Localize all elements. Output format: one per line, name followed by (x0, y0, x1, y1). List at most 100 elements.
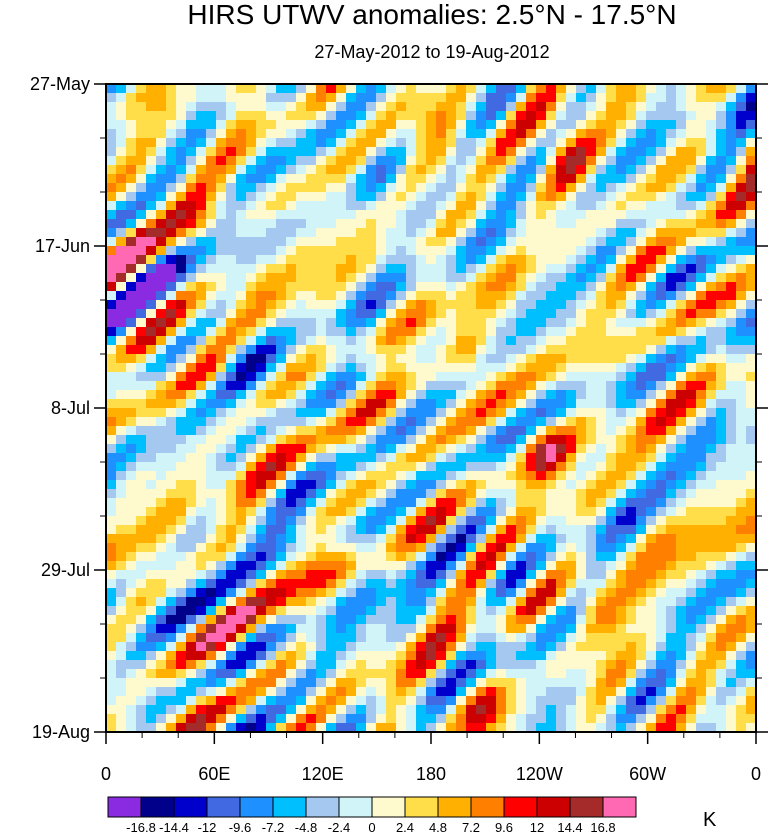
heatmap-cell (106, 561, 117, 571)
heatmap-cell (686, 651, 697, 661)
heatmap-cell (336, 309, 347, 319)
colorbar: -16.8 -14.4 -12 -9.6 -7.2 -4.8 -2.4 0 2.4 4.8 7.2 9… (107, 796, 637, 834)
heatmap-cell (496, 624, 507, 634)
heatmap-cell (496, 453, 507, 463)
heatmap-cell (736, 219, 747, 229)
heatmap-cell (546, 345, 557, 355)
heatmap-cell (216, 687, 227, 697)
heatmap-cell (156, 714, 167, 724)
heatmap-cell (376, 624, 387, 634)
heatmap-cell (226, 678, 237, 688)
heatmap-cell (696, 705, 707, 715)
heatmap-cell (246, 516, 257, 526)
heatmap-cell (266, 588, 277, 598)
heatmap-cell (426, 498, 437, 508)
heatmap-cell (516, 534, 527, 544)
heatmap-cell (356, 120, 367, 130)
heatmap-cell (456, 696, 467, 706)
heatmap-cell (336, 417, 347, 427)
heatmap-cell (586, 237, 597, 247)
heatmap-cell (426, 669, 437, 679)
heatmap-cell (596, 93, 607, 103)
heatmap-cell (586, 138, 597, 148)
heatmap-cell (206, 228, 217, 238)
heatmap-cell (566, 156, 577, 166)
heatmap-cell (576, 372, 587, 382)
heatmap-cell (696, 309, 707, 319)
heatmap-cell (626, 678, 637, 688)
heatmap-cell (236, 498, 247, 508)
heatmap-cell (576, 480, 587, 490)
heatmap-cell (276, 399, 287, 409)
heatmap-cell (126, 282, 137, 292)
heatmap-cell (226, 615, 237, 625)
heatmap-cell (276, 543, 287, 553)
heatmap-cell (256, 489, 267, 499)
heatmap-cell (126, 624, 137, 634)
heatmap-cell (506, 705, 517, 715)
heatmap-cell (216, 678, 227, 688)
heatmap-cell (656, 210, 667, 220)
heatmap-cell (366, 444, 377, 454)
heatmap-cell (336, 246, 347, 256)
heatmap-cell (456, 678, 467, 688)
heatmap-cell (516, 714, 527, 724)
heatmap-cell (736, 462, 747, 472)
heatmap-cell (216, 381, 227, 391)
heatmap-cell (676, 453, 687, 463)
heatmap-cell (216, 543, 227, 553)
heatmap-cell (186, 660, 197, 670)
heatmap-cell (656, 651, 667, 661)
heatmap-cell (146, 300, 157, 310)
heatmap-cell (226, 507, 237, 517)
heatmap-cell (376, 534, 387, 544)
heatmap-cell (646, 399, 657, 409)
heatmap-cell (296, 111, 307, 121)
heatmap-cell (726, 417, 737, 427)
heatmap-cell (456, 111, 467, 121)
heatmap-cell (576, 561, 587, 571)
heatmap-cell (686, 174, 697, 184)
heatmap-cell (706, 597, 717, 607)
heatmap-cell (376, 318, 387, 328)
heatmap-cell (436, 165, 447, 175)
heatmap-cell (486, 273, 497, 283)
heatmap-cell (686, 543, 697, 553)
heatmap-cell (676, 201, 687, 211)
heatmap-cell (376, 246, 387, 256)
heatmap-cell (206, 633, 217, 643)
heatmap-cell (716, 426, 727, 436)
heatmap-cell (736, 174, 747, 184)
heatmap-cell (346, 633, 357, 643)
heatmap-cell (406, 507, 417, 517)
heatmap-cell (386, 624, 397, 634)
heatmap-cell (726, 156, 737, 166)
heatmap-cell (636, 714, 647, 724)
heatmap-cell (656, 723, 667, 733)
heatmap-cell (156, 147, 167, 157)
heatmap-cell (346, 507, 357, 517)
heatmap-cell (576, 669, 587, 679)
heatmap-cell (136, 669, 147, 679)
heatmap-cell (256, 309, 267, 319)
heatmap-cell (566, 570, 577, 580)
heatmap-cell (486, 444, 497, 454)
heatmap-cell (406, 687, 417, 697)
heatmap-cell (386, 498, 397, 508)
heatmap-cell (306, 237, 317, 247)
heatmap-cell (266, 210, 277, 220)
heatmap-cell (656, 570, 667, 580)
heatmap-cell (316, 435, 327, 445)
heatmap-cell (126, 453, 137, 463)
heatmap-cell (606, 669, 617, 679)
heatmap-cell (686, 300, 697, 310)
heatmap-cell (266, 417, 277, 427)
heatmap-cell (496, 561, 507, 571)
heatmap-cell (246, 291, 257, 301)
heatmap-cell (556, 525, 567, 535)
heatmap-cell (176, 471, 187, 481)
heatmap-cell (686, 84, 697, 94)
heatmap-cell (306, 192, 317, 202)
heatmap-cell (326, 462, 337, 472)
heatmap-cell (466, 399, 477, 409)
